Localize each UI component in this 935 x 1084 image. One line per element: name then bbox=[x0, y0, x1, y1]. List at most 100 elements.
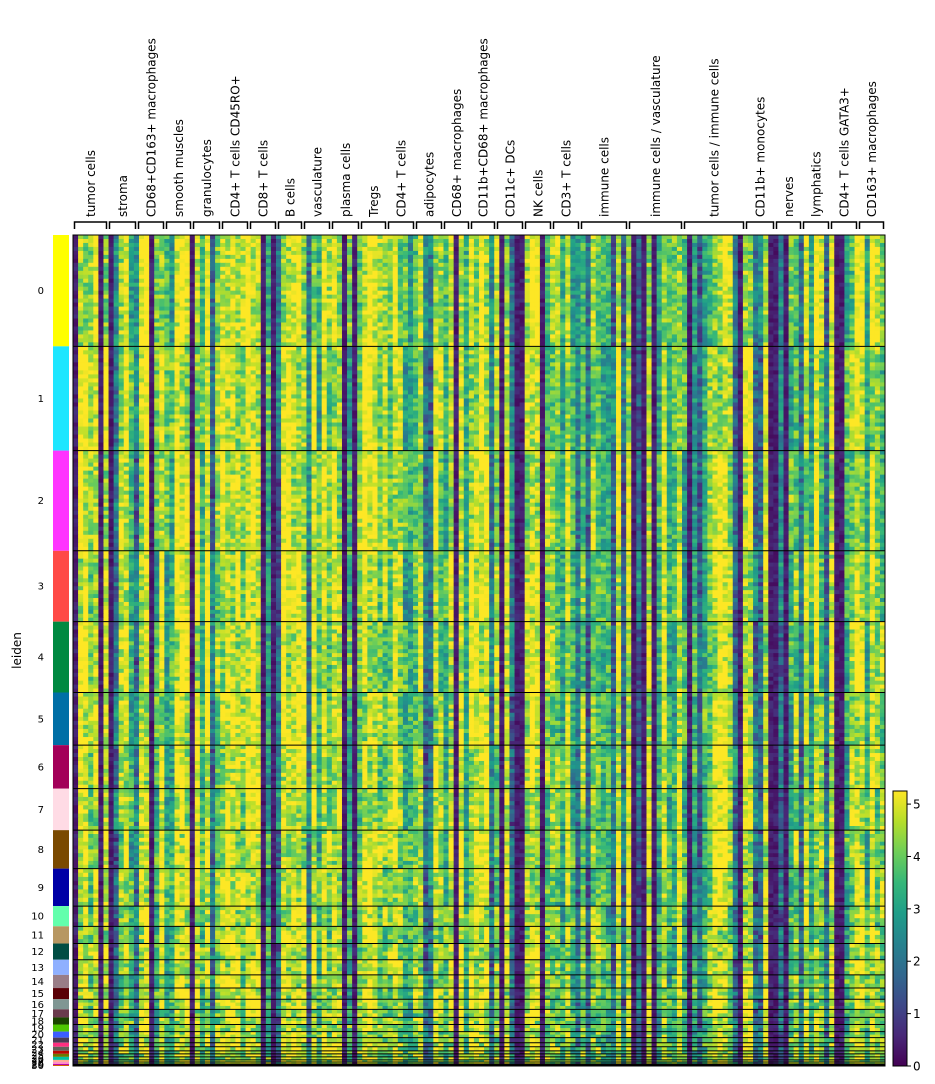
cluster-label: 15 bbox=[31, 989, 44, 1000]
group-bracket bbox=[745, 221, 775, 229]
group-bracket bbox=[470, 221, 496, 229]
cluster-color-segment bbox=[53, 999, 69, 1010]
group-label: smooth muscles bbox=[172, 119, 186, 217]
group-label: NK cells bbox=[532, 169, 546, 217]
cluster-color-segment bbox=[53, 1064, 69, 1066]
cluster-color-segment bbox=[53, 1059, 69, 1062]
cluster-color-segment bbox=[53, 1046, 69, 1051]
group-bracket bbox=[443, 221, 470, 229]
cluster-label: 0 bbox=[38, 286, 44, 297]
cluster-color-segment bbox=[53, 550, 69, 622]
group-label: tumor cells bbox=[84, 150, 98, 217]
group-label: Tregs bbox=[367, 186, 381, 219]
cluster-label: 1 bbox=[38, 394, 44, 405]
group-label: immune cells / vasculature bbox=[649, 55, 663, 217]
group-label: CD68+ macrophages bbox=[450, 89, 464, 217]
colorbar-gradient bbox=[892, 790, 908, 1067]
colorbar-tick-label: 2 bbox=[913, 955, 921, 969]
y-axis-label: leiden bbox=[10, 632, 24, 669]
group-label: CD11b+ monocytes bbox=[754, 97, 768, 217]
cluster-label: 14 bbox=[31, 977, 44, 988]
cluster-color-segment bbox=[53, 959, 69, 975]
group-bracket bbox=[360, 221, 387, 229]
group-bracket bbox=[165, 221, 192, 229]
group-label: immune cells bbox=[598, 137, 612, 217]
cluster-label: 21 bbox=[31, 1036, 44, 1047]
group-label: CD4+ T cells CD45RO+ bbox=[229, 75, 243, 217]
group-bracket bbox=[683, 221, 745, 229]
cluster-color-segment bbox=[53, 1031, 69, 1038]
cluster-color-bar bbox=[53, 235, 69, 1066]
colorbar-tick-label: 0 bbox=[913, 1060, 921, 1074]
group-labels: tumor cells stroma CD68+CD163+ macrophages… bbox=[84, 38, 879, 218]
group-label: CD11b+CD68+ macrophages bbox=[477, 38, 491, 217]
group-bracket bbox=[277, 221, 303, 229]
cluster-color-segment bbox=[53, 450, 69, 551]
cluster-color-segment bbox=[53, 988, 69, 1000]
cluster-color-segment bbox=[53, 1024, 69, 1032]
cluster-separators bbox=[73, 345, 885, 1066]
group-label: CD4+ T cells bbox=[395, 140, 409, 217]
cluster-label: 6 bbox=[38, 762, 44, 773]
cluster-label: 12 bbox=[31, 947, 44, 958]
cluster-color-segment bbox=[53, 346, 69, 451]
cluster-color-segment bbox=[53, 1050, 69, 1054]
group-label: vasculature bbox=[311, 147, 325, 217]
cluster-label: 27 bbox=[31, 1056, 44, 1067]
group-bracket bbox=[858, 221, 885, 229]
cluster-label: 5 bbox=[38, 714, 44, 725]
group-bracket bbox=[303, 221, 331, 229]
group-bracket bbox=[108, 221, 137, 229]
group-bracket bbox=[331, 221, 360, 229]
cluster-color-segment bbox=[53, 692, 69, 746]
group-label: lymphatics bbox=[810, 151, 824, 217]
group-bracket bbox=[830, 221, 858, 229]
group-label: CD68+CD163+ macrophages bbox=[145, 38, 159, 217]
group-label: nerves bbox=[782, 176, 796, 217]
group-bracket bbox=[580, 221, 628, 229]
cluster-label: 17 bbox=[31, 1009, 44, 1020]
group-bracket bbox=[137, 221, 165, 229]
cluster-color-segment bbox=[53, 943, 69, 960]
cluster-color-segment bbox=[53, 906, 69, 927]
cluster-color-segment bbox=[53, 974, 69, 989]
group-label: CD163+ macrophages bbox=[865, 81, 879, 217]
colorbar-tick-label: 3 bbox=[913, 902, 921, 916]
cluster-label: 13 bbox=[31, 963, 44, 974]
cluster-color-segment bbox=[53, 1009, 69, 1018]
cluster-label: 4 bbox=[38, 653, 44, 664]
cluster-color-segment bbox=[53, 868, 69, 907]
cluster-label: 9 bbox=[38, 883, 44, 894]
group-label: CD3+ T cells bbox=[560, 140, 574, 217]
group-bracket bbox=[775, 221, 802, 229]
cluster-color-segment bbox=[53, 1061, 69, 1064]
group-label: stroma bbox=[116, 175, 130, 217]
heatmap-cells bbox=[73, 235, 886, 1067]
cluster-label: 18 bbox=[31, 1016, 44, 1027]
cluster-label: 30 bbox=[31, 1061, 44, 1072]
cluster-label: 22 bbox=[31, 1040, 44, 1051]
group-label: B cells bbox=[284, 178, 298, 217]
cluster-color-segment bbox=[53, 1037, 69, 1043]
cluster-label: 23 bbox=[31, 1044, 44, 1055]
cluster-color-segment bbox=[53, 1042, 69, 1047]
cluster-color-segment bbox=[53, 621, 69, 693]
colorbar-tick-label: 4 bbox=[913, 850, 921, 864]
colorbar: 0 1 2 3 4 5 bbox=[892, 790, 921, 1074]
cluster-label: 7 bbox=[38, 805, 44, 816]
group-label: CD11c+ DCs bbox=[504, 140, 518, 217]
cluster-color-segment bbox=[53, 745, 69, 789]
group-label: CD4+ T cells GATA3+ bbox=[838, 87, 852, 217]
cluster-color-segment bbox=[53, 1017, 69, 1025]
group-label: adipocytes bbox=[423, 152, 437, 217]
group-bracket bbox=[552, 221, 580, 229]
cluster-label: 2 bbox=[38, 496, 44, 507]
cluster-label: 24 bbox=[31, 1048, 44, 1059]
group-label: plasma cells bbox=[339, 143, 353, 217]
group-bracket bbox=[249, 221, 277, 229]
group-bracket bbox=[73, 221, 108, 229]
cluster-label: 10 bbox=[31, 912, 44, 923]
cluster-color-segment bbox=[53, 1063, 69, 1065]
colorbar-tick-label: 5 bbox=[913, 798, 921, 812]
cluster-label: 11 bbox=[31, 930, 44, 941]
